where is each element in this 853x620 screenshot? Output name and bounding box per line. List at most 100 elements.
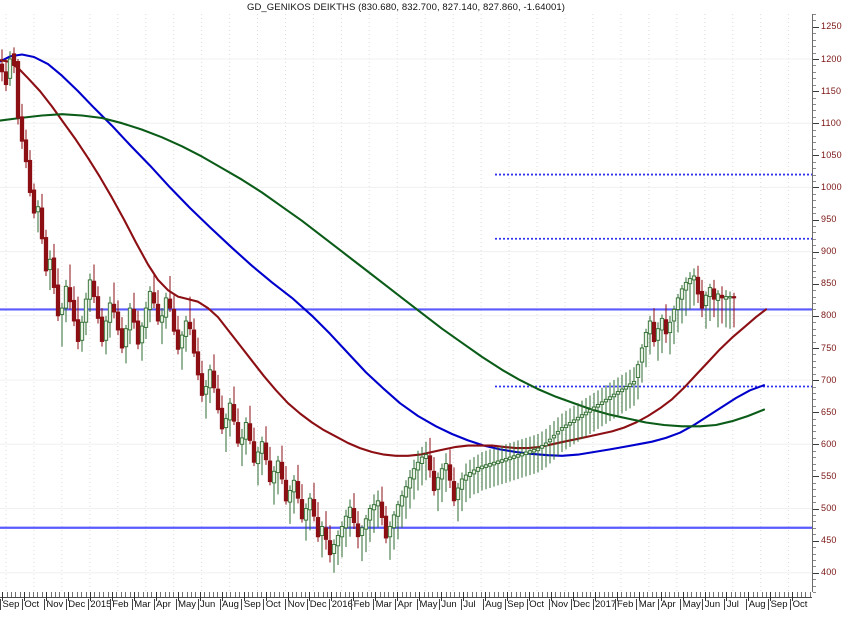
date-tick bbox=[757, 592, 759, 597]
date-tick bbox=[366, 592, 368, 597]
price-tick-major bbox=[813, 444, 819, 446]
date-tick bbox=[397, 592, 399, 601]
price-tick-minor bbox=[813, 585, 816, 587]
date-tick-label: Dec bbox=[68, 599, 86, 610]
date-tick bbox=[691, 592, 693, 597]
date-tick bbox=[375, 592, 377, 601]
date-tick bbox=[414, 592, 416, 597]
price-axis[interactable]: 1250 1200 1150 1100 1050 1000 950 900 850 800 750 7… bbox=[812, 14, 853, 593]
price-tick-minor bbox=[813, 71, 816, 73]
date-tick bbox=[770, 592, 772, 601]
price-tick-major bbox=[813, 251, 819, 253]
price-tick-minor bbox=[813, 463, 816, 465]
price-tick-minor bbox=[813, 303, 816, 304]
date-tick bbox=[748, 592, 750, 601]
date-tick bbox=[599, 592, 601, 597]
price-tick-minor bbox=[813, 566, 816, 568]
date-tick bbox=[221, 592, 223, 601]
date-tick bbox=[458, 592, 460, 597]
date-tick bbox=[621, 592, 623, 597]
price-tick-minor bbox=[813, 116, 816, 118]
date-tick bbox=[331, 592, 333, 601]
price-tick-minor bbox=[813, 405, 816, 407]
price-tick-minor bbox=[813, 174, 816, 176]
date-tick bbox=[730, 592, 732, 597]
date-tick bbox=[735, 592, 737, 597]
date-separator bbox=[417, 599, 418, 610]
date-tick-label: Dec bbox=[573, 599, 590, 610]
date-tick bbox=[660, 592, 662, 601]
date-tick-label: Feb bbox=[112, 599, 129, 610]
date-tick bbox=[774, 592, 776, 597]
date-tick bbox=[423, 592, 425, 597]
date-tick bbox=[129, 592, 131, 597]
date-tick bbox=[704, 592, 706, 601]
date-tick bbox=[94, 592, 96, 597]
date-separator bbox=[373, 599, 375, 610]
date-tick bbox=[335, 592, 337, 597]
date-separator bbox=[746, 599, 748, 610]
date-tick bbox=[19, 592, 21, 597]
date-axis-line bbox=[0, 597, 812, 598]
date-tick-label: Mar bbox=[638, 599, 656, 610]
date-tick-label: Apr bbox=[397, 599, 413, 610]
date-separator bbox=[263, 599, 265, 610]
date-tick bbox=[555, 592, 557, 597]
date-tick bbox=[256, 592, 258, 597]
date-tick-label: Sep bbox=[2, 599, 20, 610]
price-tick-minor bbox=[813, 547, 816, 548]
date-separator bbox=[790, 599, 792, 610]
date-tick bbox=[357, 592, 359, 597]
date-tick bbox=[581, 592, 583, 597]
date-tick bbox=[107, 592, 109, 597]
price-tick-minor bbox=[813, 181, 816, 182]
date-separator bbox=[43, 599, 45, 610]
moving-average-lines bbox=[0, 53, 768, 457]
date-tick bbox=[432, 592, 434, 597]
date-tick bbox=[669, 592, 671, 597]
date-tick bbox=[502, 592, 504, 597]
date-tick bbox=[41, 592, 43, 597]
date-tick bbox=[752, 592, 754, 597]
date-tick-label: Feb bbox=[617, 599, 634, 610]
price-tick-minor bbox=[813, 341, 816, 343]
date-separator bbox=[482, 599, 484, 610]
date-tick bbox=[427, 592, 429, 597]
date-tick bbox=[406, 592, 407, 597]
price-tick-minor bbox=[813, 559, 816, 561]
date-tick-label: Sep bbox=[507, 599, 525, 610]
date-tick bbox=[625, 592, 627, 597]
price-tick-minor bbox=[813, 470, 816, 471]
date-tick-label: Aug bbox=[748, 599, 766, 610]
date-tick-label: 2016 bbox=[331, 599, 353, 610]
date-tick bbox=[217, 592, 219, 597]
date-axis[interactable]: Sep Oct Nov Dec 2015 Feb Mar Apr May Jun Aug Sep Oct… bbox=[0, 592, 812, 620]
price-tick-minor bbox=[813, 495, 816, 497]
price-tick-minor bbox=[813, 213, 816, 215]
price-tick-major bbox=[813, 508, 819, 510]
date-tick bbox=[471, 592, 473, 597]
date-separator bbox=[87, 599, 89, 610]
date-tick bbox=[182, 592, 184, 597]
date-tick bbox=[287, 592, 289, 601]
date-tick bbox=[318, 592, 320, 597]
date-tick bbox=[493, 592, 495, 597]
date-tick-label: Jun bbox=[441, 599, 457, 610]
date-tick bbox=[120, 592, 122, 597]
date-tick bbox=[239, 592, 241, 597]
price-tick-minor bbox=[813, 514, 816, 516]
date-tick bbox=[520, 592, 522, 597]
chart-title: GD_GENIKOS DEIKTHS (830.680, 832.700, 82… bbox=[246, 2, 566, 13]
price-tick-minor bbox=[813, 161, 816, 163]
chart-plot-area[interactable] bbox=[0, 14, 812, 592]
date-tick bbox=[370, 592, 372, 597]
date-tick-label: Sep bbox=[770, 599, 788, 610]
date-tick bbox=[90, 592, 91, 601]
date-tick bbox=[726, 592, 728, 601]
date-separator bbox=[504, 599, 506, 610]
date-tick bbox=[76, 592, 78, 597]
date-tick bbox=[564, 592, 565, 597]
price-tick-minor bbox=[813, 14, 816, 15]
price-tick-label: 700 bbox=[821, 374, 837, 385]
date-tick-label: 2015 bbox=[90, 599, 112, 610]
